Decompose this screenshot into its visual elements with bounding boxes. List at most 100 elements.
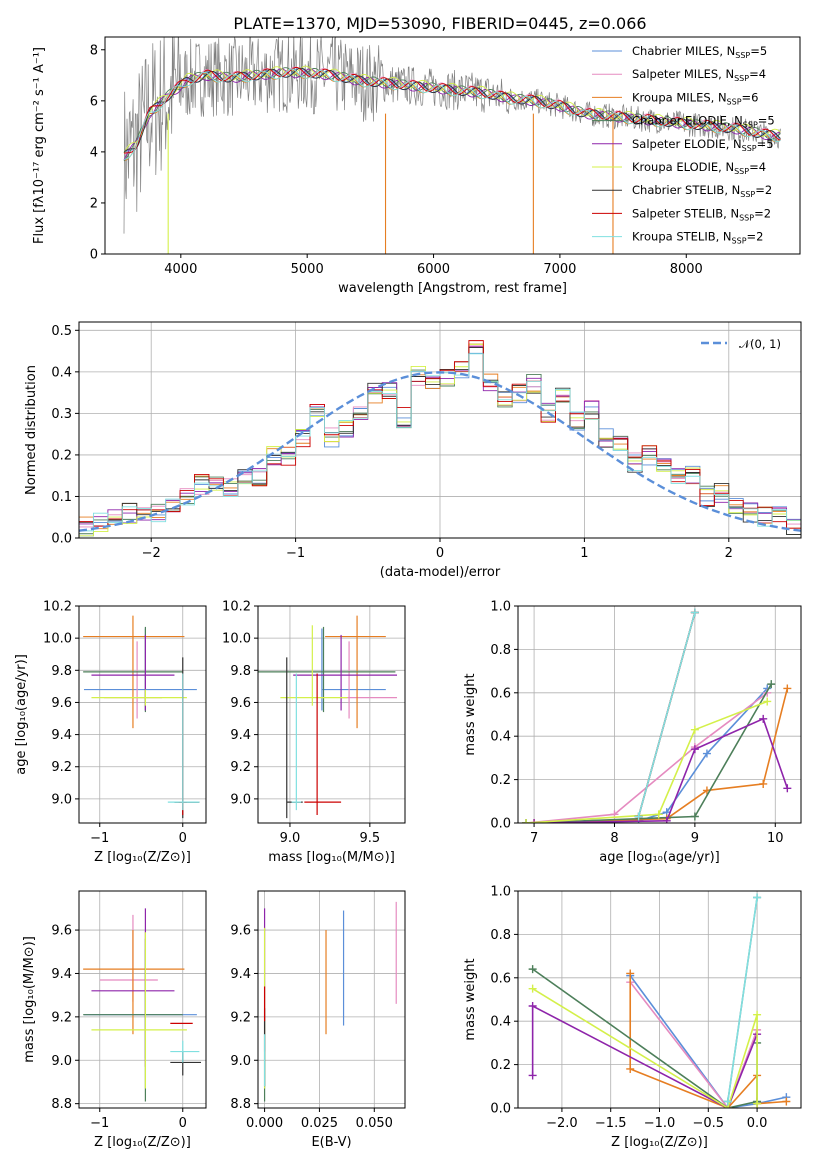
y-tick-label: 9.4 bbox=[230, 967, 251, 982]
y-tick-label: 10.0 bbox=[43, 632, 72, 647]
mass-weight-line bbox=[532, 968, 758, 1108]
panel-mass-weight-vs-age: 7 8 9 10 0.0 0.2 0.4 0.6 0.8 1.0 age [log₁₀(age/yr… bbox=[463, 600, 802, 865]
line-area bbox=[522, 608, 792, 823]
x-tick-label: −1.5 bbox=[595, 1116, 627, 1131]
figure-title: PLATE=1370, MJD=53090, FIBERID=0445, z=0… bbox=[233, 14, 646, 33]
mass-weight-line bbox=[526, 683, 772, 823]
plus-marker bbox=[783, 684, 792, 693]
mass-weight-line bbox=[525, 700, 768, 823]
y-tick-label: 10.2 bbox=[222, 600, 251, 615]
y-tick-label: 9.8 bbox=[51, 664, 72, 679]
y-axis-label: Flux [fλ10⁻¹⁷ erg cm⁻² s⁻¹ A⁻¹] bbox=[32, 47, 47, 244]
x-tick-label: 9.0 bbox=[280, 831, 301, 846]
axes-frame bbox=[78, 605, 207, 824]
x-tick-label: 10 bbox=[767, 831, 784, 846]
legend-label: Chabrier MILES, NSSP=5 bbox=[632, 44, 767, 60]
y-tick-label: 0 bbox=[90, 248, 98, 263]
y-tick-label: 0.2 bbox=[490, 1058, 511, 1073]
y-tick-label: 4 bbox=[90, 145, 98, 160]
plus-marker bbox=[528, 1002, 537, 1011]
x-tick-label: −2 bbox=[142, 546, 161, 561]
mass-weight-line bbox=[637, 612, 696, 817]
legend-label: Chabrier ELODIE, NSSP=5 bbox=[632, 114, 775, 130]
errorbar-area bbox=[263, 901, 397, 1102]
y-tick-label: 0.4 bbox=[490, 730, 511, 745]
model-spectrum-line bbox=[123, 67, 781, 153]
y-tick-label: 0.6 bbox=[490, 971, 511, 986]
x-tick-label: −1 bbox=[90, 831, 109, 846]
y-tick-label: 9.8 bbox=[230, 664, 251, 679]
x-tick-label: −0.5 bbox=[693, 1116, 725, 1131]
y-tick-label: 9.0 bbox=[51, 792, 72, 807]
mass-weight-line bbox=[629, 975, 787, 1108]
y-tick-label: 9.0 bbox=[230, 1054, 251, 1069]
plus-marker bbox=[690, 745, 699, 754]
spectrum-plot-area bbox=[123, 37, 781, 254]
panel-age-vs-Z: −1 0 9.0 9.2 9.4 9.6 9.8 10.0 10.2 Z [log₁₀(Z/Z⊙)… bbox=[14, 600, 207, 865]
axes-frame bbox=[104, 36, 801, 255]
legend-label: Kroupa MILES, NSSP=6 bbox=[632, 90, 758, 106]
mass-weight-line bbox=[526, 687, 768, 823]
y-axis-label: mass [log₁₀(M/M⊙)] bbox=[22, 936, 37, 1063]
y-tick-label: 9.2 bbox=[51, 1010, 72, 1025]
y-tick-label: 0.6 bbox=[490, 686, 511, 701]
x-tick-label: 0 bbox=[179, 1116, 187, 1131]
model-spectrum-line bbox=[123, 68, 781, 161]
y-tick-label: 9.0 bbox=[230, 792, 251, 807]
x-tick-label: −1.0 bbox=[644, 1116, 676, 1131]
mass-weight-line bbox=[532, 987, 758, 1108]
line-area bbox=[528, 893, 791, 1108]
panel-mass-weight-vs-Z: −2.0 −1.5 −1.0 −0.5 0.0 0.0 0.2 0.4 0.6 0.8 1.0 Z [… bbox=[463, 885, 802, 1150]
legend-label: Chabrier STELIB, NSSP=2 bbox=[632, 183, 772, 199]
x-tick-label: 5000 bbox=[291, 262, 324, 277]
plus-marker bbox=[690, 812, 699, 821]
y-axis-label: mass weight bbox=[463, 958, 478, 1040]
x-tick-label: 9.5 bbox=[360, 831, 381, 846]
plus-marker bbox=[759, 779, 768, 788]
panel-age-vs-mass: 9.0 9.5 9.0 9.2 9.4 9.6 9.8 10.0 10.2 mass [log₁₀… bbox=[222, 600, 406, 865]
y-tick-label: 0.3 bbox=[51, 407, 72, 422]
mass-weight-line bbox=[525, 692, 768, 823]
axes-frame bbox=[78, 321, 802, 539]
plus-marker bbox=[654, 810, 663, 819]
normal-distribution-curve bbox=[79, 371, 801, 532]
panel-spectrum: 4000 5000 6000 7000 8000 0 2 4 6 8 wavelength [Ang… bbox=[32, 36, 801, 296]
mass-weight-line bbox=[531, 1004, 758, 1108]
y-tick-label: 9.4 bbox=[51, 967, 72, 982]
y-tick-label: 9.2 bbox=[51, 760, 72, 775]
x-tick-label: 0.0 bbox=[747, 1116, 768, 1131]
y-tick-label: 9.2 bbox=[230, 760, 251, 775]
y-tick-label: 0.0 bbox=[490, 817, 511, 832]
x-axis-label: Z [log₁₀(Z/Z⊙)] bbox=[94, 850, 191, 865]
y-tick-label: 9.0 bbox=[51, 1054, 72, 1069]
x-tick-label: 0.000 bbox=[246, 1116, 283, 1131]
x-tick-label: 7000 bbox=[543, 262, 576, 277]
y-tick-label: 0.1 bbox=[51, 490, 72, 505]
errorbar-area bbox=[258, 615, 398, 819]
x-tick-label: 0.050 bbox=[356, 1116, 393, 1131]
x-tick-label: 0 bbox=[179, 831, 187, 846]
x-tick-label: 0.025 bbox=[301, 1116, 338, 1131]
plus-marker bbox=[782, 1097, 791, 1106]
y-tick-label: 0.4 bbox=[490, 1015, 511, 1030]
y-tick-label: 0.5 bbox=[51, 324, 72, 339]
x-tick-label: −2.0 bbox=[546, 1116, 578, 1131]
plus-marker bbox=[759, 714, 768, 723]
plus-marker bbox=[690, 608, 699, 617]
y-tick-label: 9.6 bbox=[230, 924, 251, 939]
axes-frame bbox=[517, 605, 802, 824]
y-tick-label: 8 bbox=[90, 43, 98, 58]
y-axis-label: Normed distribution bbox=[24, 365, 39, 495]
x-tick-label: 8 bbox=[610, 831, 618, 846]
axes-frame bbox=[257, 605, 406, 824]
panel-mass-vs-Z: −1 0 8.8 9.0 9.2 9.4 9.6 Z [log₁₀(Z/Z⊙)] mass [l… bbox=[22, 890, 207, 1150]
plus-marker bbox=[723, 1097, 732, 1106]
plus-marker bbox=[528, 1071, 537, 1080]
y-tick-label: 1.0 bbox=[490, 600, 511, 615]
model-spectrum-line bbox=[123, 65, 781, 154]
y-tick-label: 0.2 bbox=[51, 448, 72, 463]
plus-marker bbox=[528, 984, 537, 993]
y-tick-label: 9.6 bbox=[230, 696, 251, 711]
y-tick-label: 0.8 bbox=[490, 643, 511, 658]
